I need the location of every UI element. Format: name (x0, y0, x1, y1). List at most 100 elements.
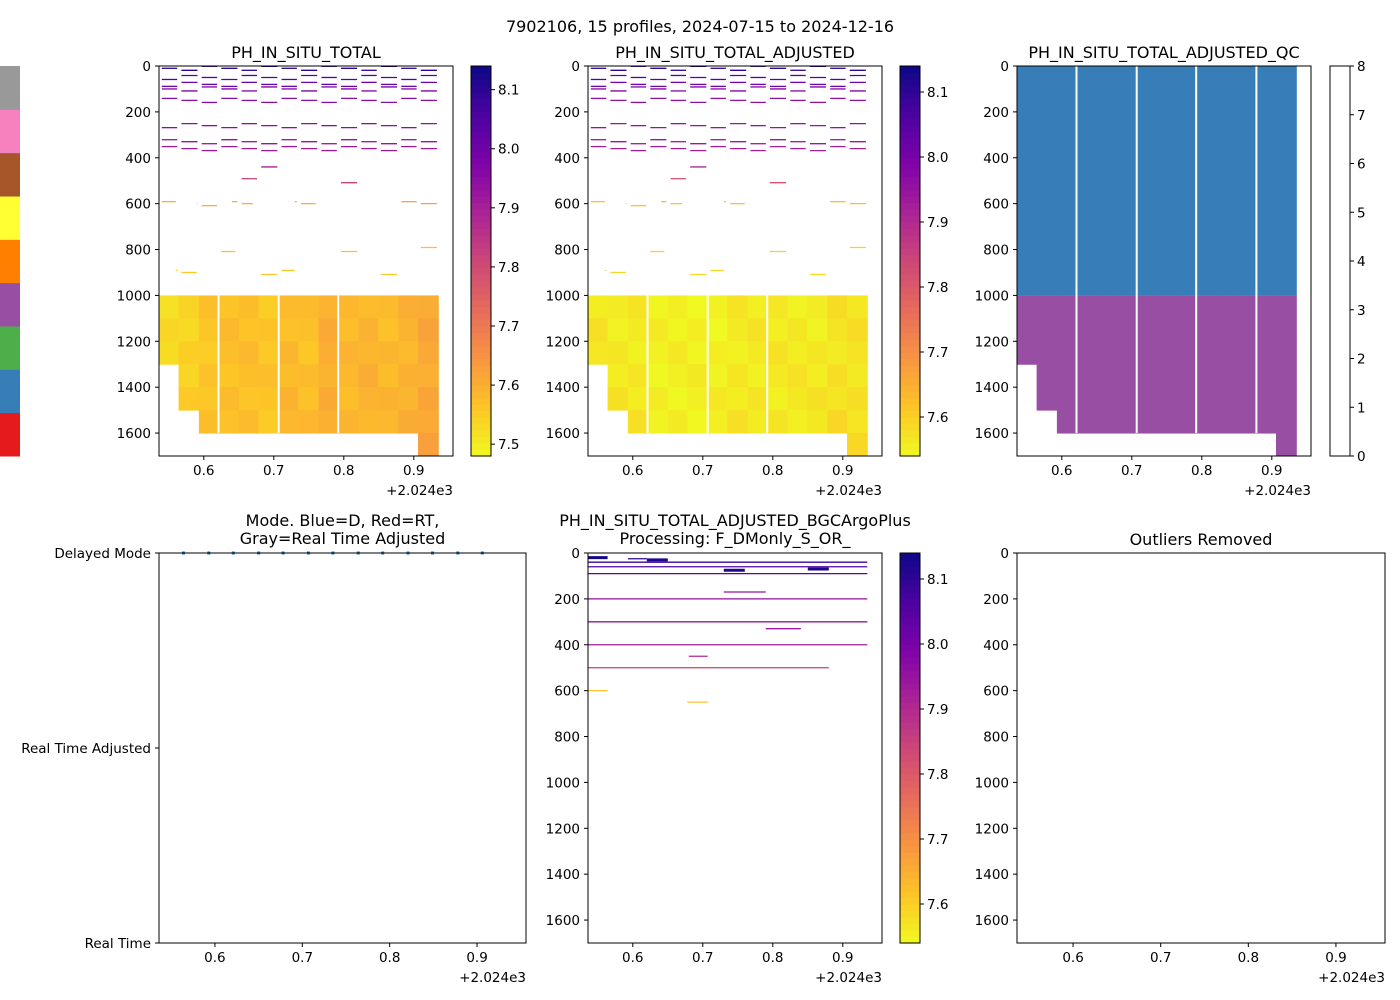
y-tick-label: 200 (554, 105, 580, 121)
heatmap-cell (1116, 318, 1138, 342)
heatmap-cell (1176, 364, 1197, 388)
heatmap-cell (338, 341, 359, 365)
colorbar-gradient-step (471, 443, 491, 451)
y-tick-label: 1600 (975, 913, 1009, 929)
y-tick-label: 1200 (546, 334, 580, 350)
heatmap-cell (159, 295, 180, 319)
y-tick-label: 400 (554, 151, 580, 167)
heatmap-cell (747, 318, 768, 342)
colorbar-gradient-step (900, 741, 920, 749)
heatmap-cell (727, 295, 749, 319)
heatmap-cell (418, 387, 439, 411)
colorbar-gradient-step (900, 332, 920, 340)
heatmap-cell (418, 295, 439, 319)
colorbar-segment (0, 196, 20, 240)
colorbar-gradient-step (900, 845, 920, 853)
heatmap-cell (398, 341, 419, 365)
heatmap-cell (1056, 341, 1077, 365)
heatmap-cell (1176, 410, 1197, 434)
y-tick-label: 800 (983, 243, 1009, 259)
heatmap-cell (198, 410, 219, 434)
heatmap-cell (1196, 410, 1217, 434)
colorbar-gradient-step (471, 313, 491, 321)
colorbar-gradient-step (900, 313, 920, 321)
colorbar-gradient-step (900, 728, 920, 736)
heatmap-cell (298, 295, 320, 319)
colorbar-tick-label: 0 (1357, 449, 1366, 465)
colorbar-gradient-step (900, 774, 920, 782)
colorbar-gradient-step (471, 202, 491, 210)
y-tick-label: 600 (983, 684, 1009, 700)
y-tick-label: 1200 (975, 334, 1009, 350)
colorbar-gradient-step (900, 852, 920, 860)
y-tick-label: 400 (125, 151, 151, 167)
colorbar-gradient-step (900, 339, 920, 347)
y-tick-label: 0 (571, 546, 580, 562)
heatmap-cell (1196, 387, 1217, 411)
heatmap-cell (588, 341, 609, 365)
heatmap-cell (258, 387, 280, 411)
heatmap-cell (318, 364, 339, 388)
heatmap-cell (647, 410, 669, 434)
colorbar-gradient-step (900, 748, 920, 756)
profile-gap (217, 295, 220, 434)
colorbar-tick-label: 7.6 (927, 410, 948, 426)
heatmap-cell (218, 387, 240, 411)
colorbar-gradient-step (900, 144, 920, 152)
colorbar-tick-label: 7.6 (927, 897, 948, 913)
colorbar-segment (0, 369, 20, 414)
heatmap-cell (1056, 387, 1077, 411)
colorbar-gradient-step (471, 118, 491, 126)
heatmap-cell (707, 410, 728, 434)
heatmap-cell (1156, 364, 1178, 388)
x-tick-label: 0.8 (333, 463, 354, 479)
panel-title-line: PH_IN_SITU_TOTAL_ADJUSTED_BGCArgoPlus (559, 511, 911, 531)
heatmap-cell (807, 387, 828, 411)
colorbar-gradient-step (471, 449, 491, 457)
colorbar-tick-label: 7.8 (927, 767, 948, 783)
y-tick-label: 0 (1000, 59, 1009, 75)
y-tick-label: 1600 (546, 426, 580, 442)
heatmap-cell (847, 433, 868, 457)
qc-cell-upper (1216, 66, 1237, 296)
colorbar-gradient-step (900, 131, 920, 139)
colorbar-gradient-step (900, 118, 920, 126)
colorbar-gradient-step (900, 326, 920, 334)
y-tick-label: 1400 (975, 380, 1009, 396)
heatmap-cell (767, 410, 788, 434)
colorbar-gradient-step (900, 858, 920, 866)
heatmap-cell (178, 387, 200, 411)
colorbar-tick-label: 4 (1357, 254, 1366, 270)
heatmap-cell (278, 295, 299, 319)
colorbar-tick-label: 7.9 (498, 201, 519, 217)
heatmap-cell (1256, 341, 1277, 365)
colorbar-tick-label: 7.9 (927, 702, 948, 718)
heatmap-cell (687, 341, 709, 365)
heatmap-cell (767, 341, 788, 365)
heatmap-cell (1236, 341, 1257, 365)
heatmap-cell (1116, 295, 1138, 319)
heatmap-cell (1136, 410, 1157, 434)
heatmap-cell (258, 318, 280, 342)
panel-title-line: Processing: F_DMonly_S_OR_ (620, 529, 852, 549)
heatmap-cell (1116, 341, 1138, 365)
heatmap-cell (827, 364, 848, 388)
colorbar-gradient-step (471, 124, 491, 132)
colorbar-gradient-step (900, 722, 920, 730)
profile-gap (646, 295, 649, 434)
colorbar-gradient-step (471, 254, 491, 262)
colorbar-gradient-step (900, 261, 920, 269)
axes-frame (158, 552, 527, 944)
colorbar-gradient-step (900, 702, 920, 710)
colorbar-segment (0, 152, 20, 197)
colorbar-gradient-step (900, 897, 920, 905)
heatmap-cell (258, 295, 280, 319)
x-tick-label: 0.9 (832, 463, 853, 479)
y-tick-label: 1600 (117, 426, 151, 442)
colorbar-tick-label: 5 (1357, 205, 1366, 221)
heatmap-cell (1076, 318, 1098, 342)
heatmap-cell (159, 318, 180, 342)
heatmap-cell (238, 295, 259, 319)
profile-gap (1135, 66, 1138, 434)
y-tick-label: 600 (554, 197, 580, 213)
